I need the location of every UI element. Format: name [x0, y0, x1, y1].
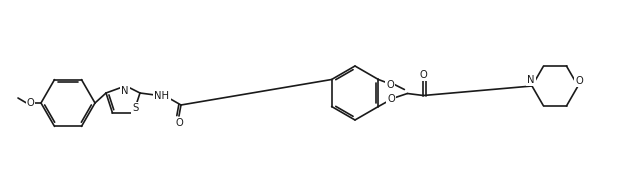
- Text: O: O: [387, 94, 396, 104]
- Text: O: O: [575, 76, 583, 86]
- Text: N: N: [121, 86, 128, 96]
- Text: NH: NH: [155, 91, 169, 101]
- Text: N: N: [527, 75, 535, 85]
- Text: O: O: [420, 70, 427, 80]
- Text: O: O: [27, 98, 35, 108]
- Text: S: S: [132, 103, 139, 113]
- Text: O: O: [175, 118, 183, 128]
- Text: O: O: [387, 80, 394, 90]
